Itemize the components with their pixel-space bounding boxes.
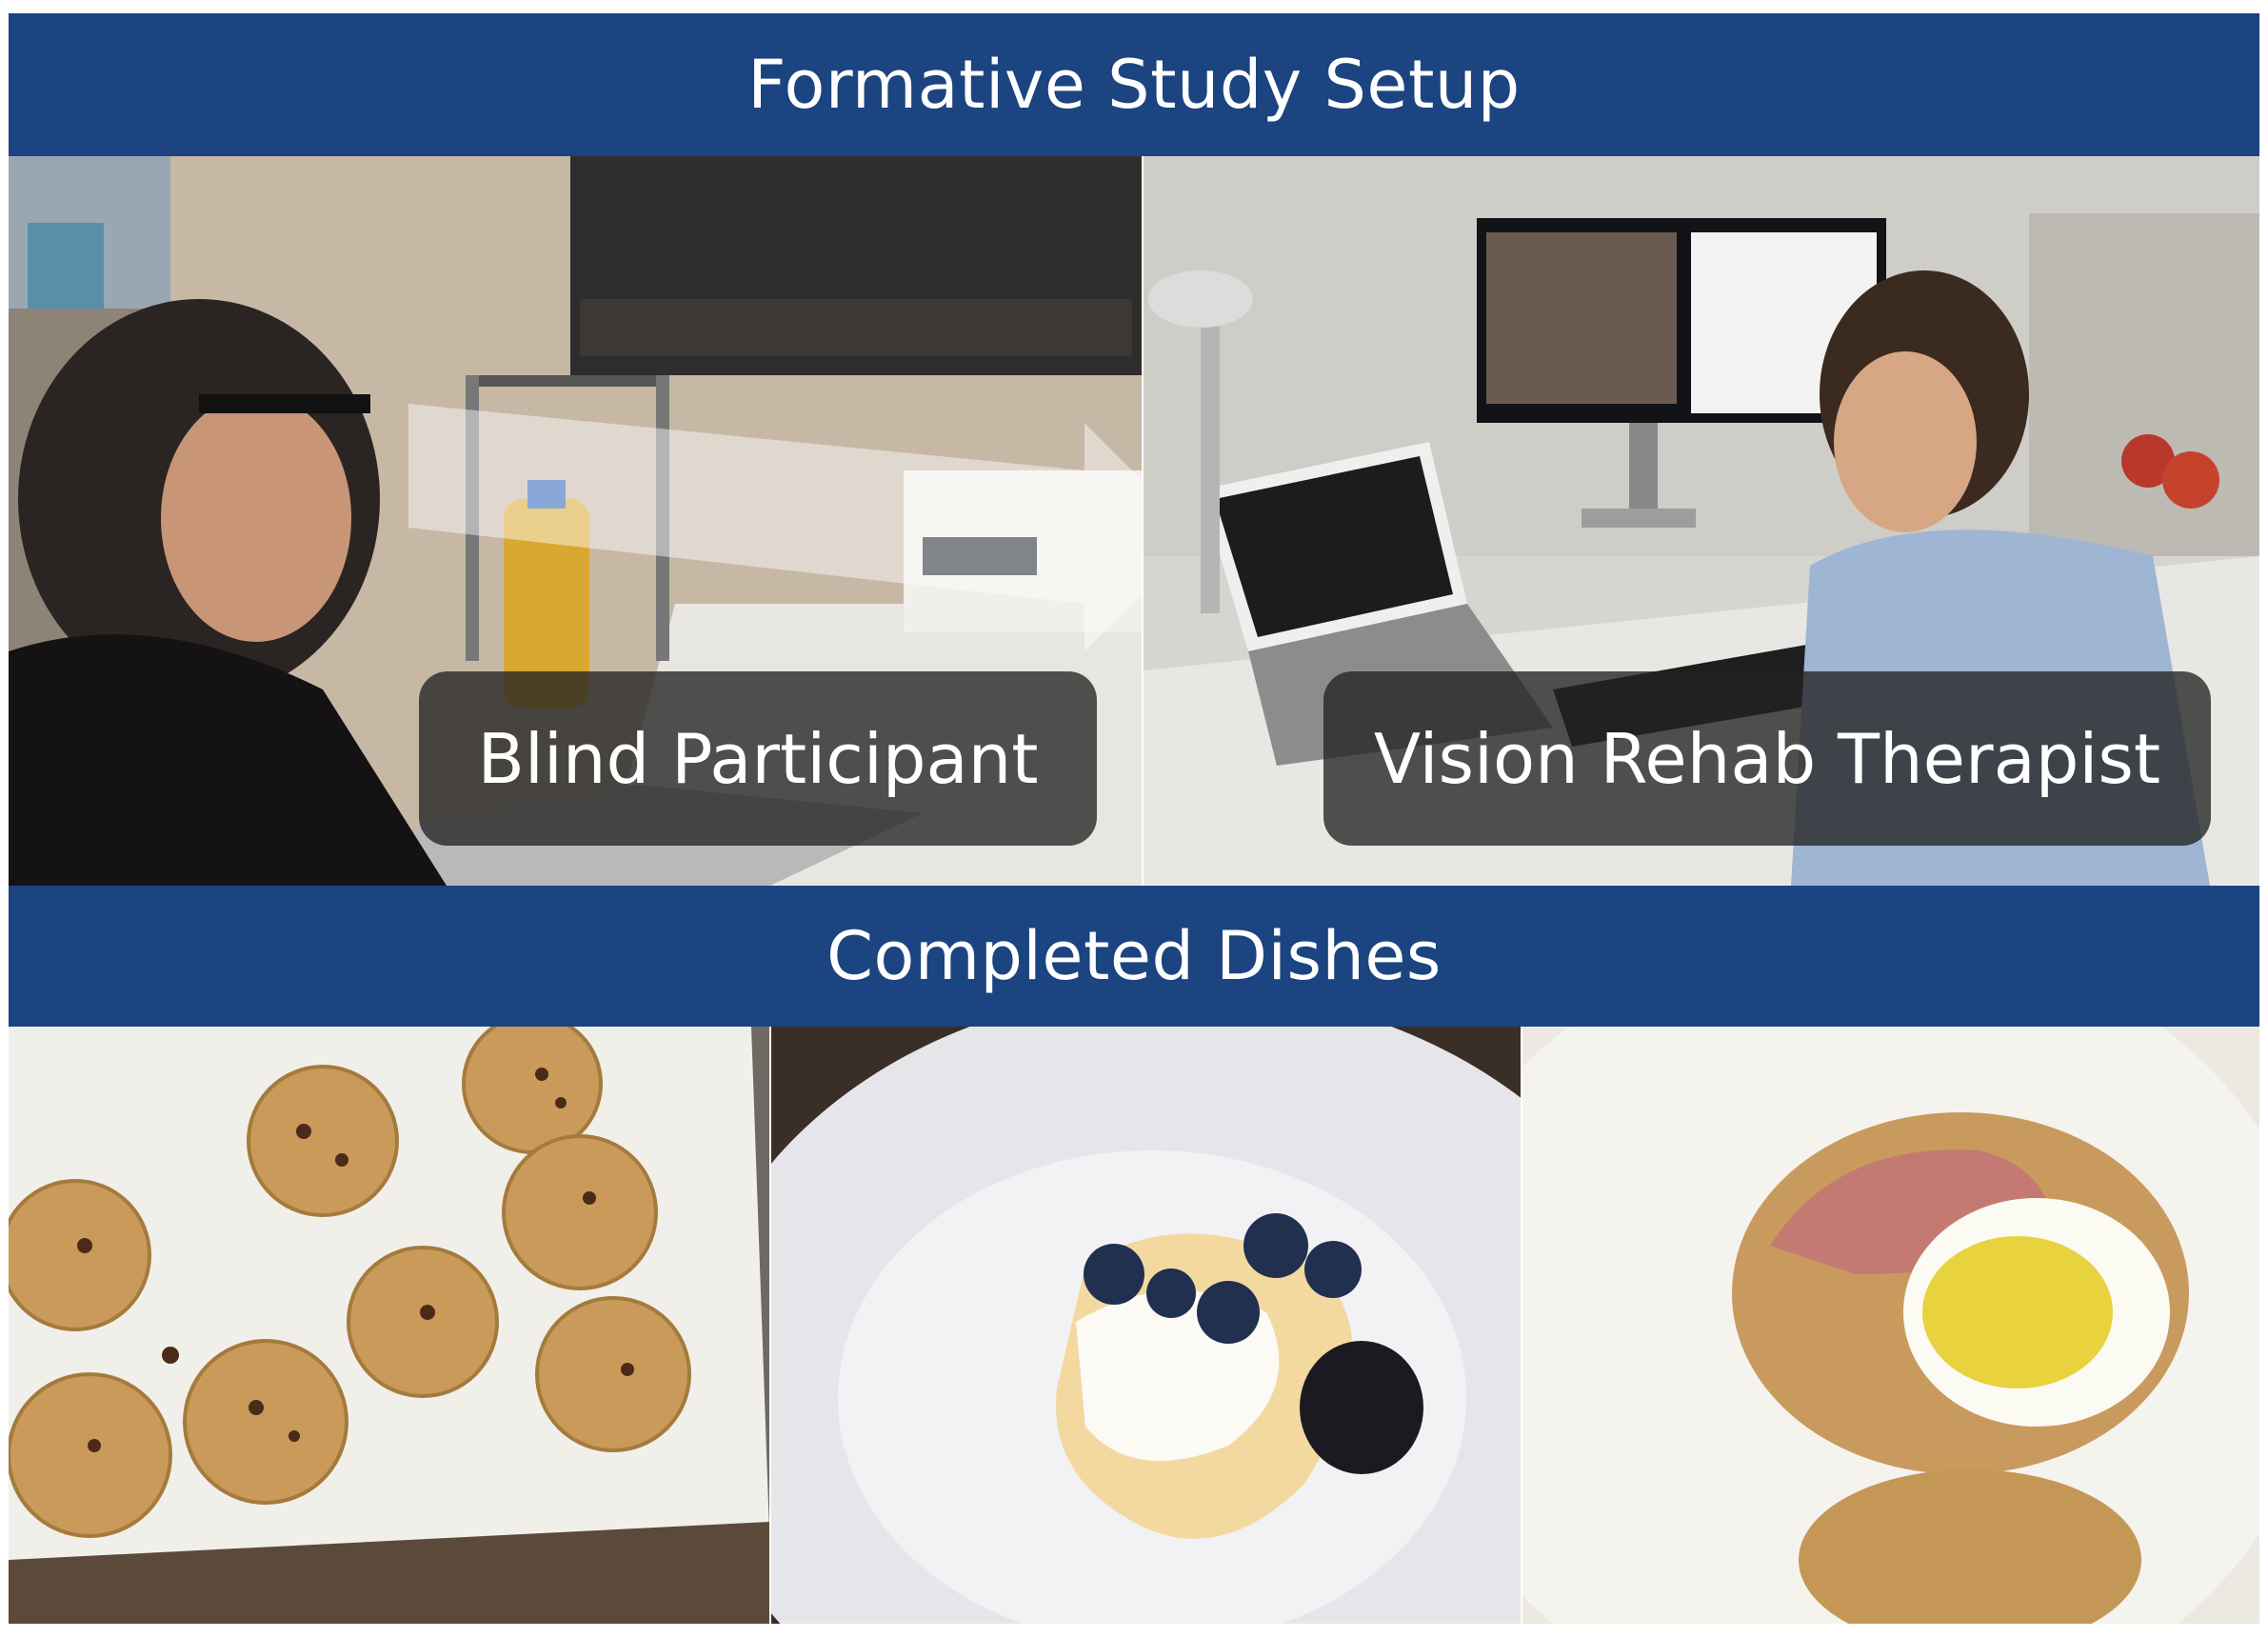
dishes-header-text: Completed Dishes [826, 917, 1442, 995]
setup-header: Formative Study Setup [9, 13, 2259, 156]
kitchen-photo [9, 156, 1142, 886]
yogurt-berries-photo [771, 1027, 1521, 1624]
blind-participant-label-text: Blind Participant [477, 718, 1039, 799]
eggs-benedict-photo [1522, 1027, 2259, 1624]
blind-participant-label: Blind Participant [419, 671, 1097, 846]
vision-therapist-label: Vision Rehab Therapist [1323, 671, 2211, 846]
vision-therapist-label-text: Vision Rehab Therapist [1373, 718, 2161, 799]
setup-header-text: Formative Study Setup [747, 46, 1521, 124]
dishes-header: Completed Dishes [9, 886, 2259, 1027]
cookies-photo [9, 1027, 769, 1624]
